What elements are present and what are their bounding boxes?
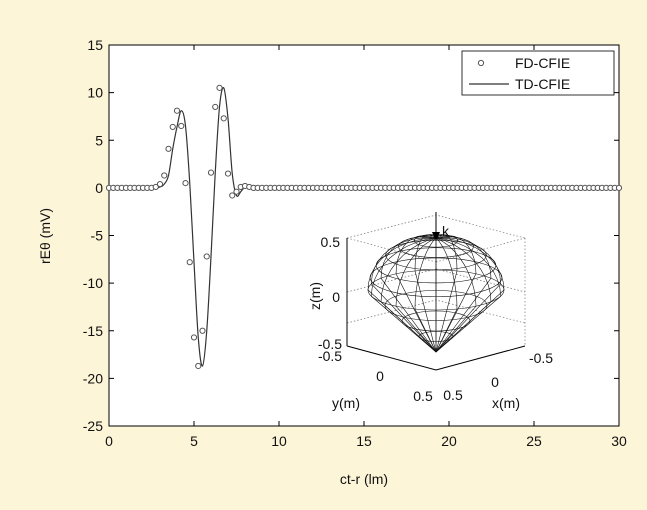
y-tick-label: 15 xyxy=(87,37,103,53)
inset-x-tick: -0.5 xyxy=(529,350,553,366)
x-tick-label: 20 xyxy=(441,433,457,449)
fd-cfie-point xyxy=(173,107,181,114)
fd-cfie-point xyxy=(161,172,168,179)
mesh-meridian xyxy=(414,237,437,353)
inset-z-tick: -0.5 xyxy=(318,336,342,352)
fd-cfie-point xyxy=(216,84,223,91)
incidence-label: k xyxy=(442,223,450,239)
y-tick-label: -10 xyxy=(83,275,103,291)
fd-cfie-series xyxy=(105,84,623,370)
inset-y-tick: -0.5 xyxy=(318,348,342,364)
mesh-meridian xyxy=(414,234,437,353)
fd-cfie-point xyxy=(190,334,198,341)
fd-cfie-point xyxy=(207,169,215,176)
inset-axes xyxy=(346,238,526,371)
inset-z-tick: 0.5 xyxy=(321,234,341,250)
mesh-meridian xyxy=(395,235,437,353)
mesh-meridian xyxy=(435,236,492,353)
legend-label-fd-cfie: FD-CFIE xyxy=(515,55,570,71)
inset-y-tick: 0.5 xyxy=(413,388,433,404)
x-tick-label: 0 xyxy=(105,433,113,449)
mesh-meridian xyxy=(435,237,505,353)
fd-cfie-point xyxy=(195,362,202,370)
fd-cfie-point xyxy=(615,184,623,191)
inset-x-axis-label: x(m) xyxy=(492,395,520,411)
x-tick-label: 25 xyxy=(526,433,542,449)
y-tick-label: -20 xyxy=(83,370,103,386)
fd-cfie-point xyxy=(203,253,210,260)
inset-y-axis-label: y(m) xyxy=(332,395,360,411)
x-tick-label: 15 xyxy=(356,433,372,449)
y-axis-label: rEθ (mV) xyxy=(37,208,53,264)
inset-x-tick: 0.5 xyxy=(443,387,463,403)
fd-cfie-point xyxy=(229,192,236,199)
fd-cfie-point xyxy=(199,327,206,334)
legend: FD-CFIE TD-CFIE xyxy=(461,50,615,96)
legend-box xyxy=(461,50,615,96)
mesh-meridian xyxy=(370,237,437,353)
y-tick-label: -15 xyxy=(83,323,103,339)
axis-ticks: 0 5 10 15 20 25 30 15 10 5 0 -5 -10 -15 -20 -25 xyxy=(83,37,627,449)
x-tick-label: 5 xyxy=(190,433,198,449)
inset-z-axis-label: z(m) xyxy=(307,282,323,310)
y-tick-label: 0 xyxy=(95,180,103,196)
fd-cfie-point xyxy=(165,145,172,152)
mesh-meridian xyxy=(435,235,477,353)
mesh-meridian xyxy=(435,234,458,353)
legend-marker-fd-cfie xyxy=(477,59,485,67)
x-axis-label: ct-r (lm) xyxy=(340,471,388,487)
mesh-meridian xyxy=(367,237,437,353)
mesh-meridian xyxy=(370,237,437,353)
inset-3d-mesh: k 0.5 0 -0.5 z(m) -0.5 0 0.5 y(m) 0.5 0 … xyxy=(307,212,553,411)
fd-cfie-point xyxy=(178,122,185,130)
fd-cfie-point xyxy=(182,180,189,187)
y-tick-label: 5 xyxy=(95,132,103,148)
mesh-meridian xyxy=(380,236,437,353)
mesh-meridian xyxy=(435,237,458,353)
inset-x-tick: 0 xyxy=(491,374,499,390)
y-tick-label: -5 xyxy=(91,228,104,244)
legend-label-td-cfie: TD-CFIE xyxy=(515,76,570,92)
y-tick-label: 10 xyxy=(87,85,103,101)
y-tick-label: -25 xyxy=(83,418,103,434)
sphere-cone-mesh xyxy=(367,234,505,353)
fd-cfie-point xyxy=(224,170,232,177)
fd-cfie-point xyxy=(169,123,176,131)
fd-cfie-point xyxy=(156,180,164,188)
fd-cfie-point xyxy=(233,188,240,195)
fd-cfie-point xyxy=(220,115,227,122)
fd-cfie-point xyxy=(186,259,193,266)
inset-y-tick: 0 xyxy=(376,368,384,384)
fd-cfie-point xyxy=(212,103,219,111)
x-tick-label: 10 xyxy=(271,433,287,449)
inset-z-tick: 0 xyxy=(332,289,340,305)
mesh-meridian xyxy=(435,237,502,353)
incident-wave-arrow xyxy=(432,212,440,241)
x-tick-label: 30 xyxy=(611,433,627,449)
mesh-meridian xyxy=(435,237,502,353)
fd-cfie-point xyxy=(152,183,159,191)
plot-area xyxy=(108,44,620,427)
